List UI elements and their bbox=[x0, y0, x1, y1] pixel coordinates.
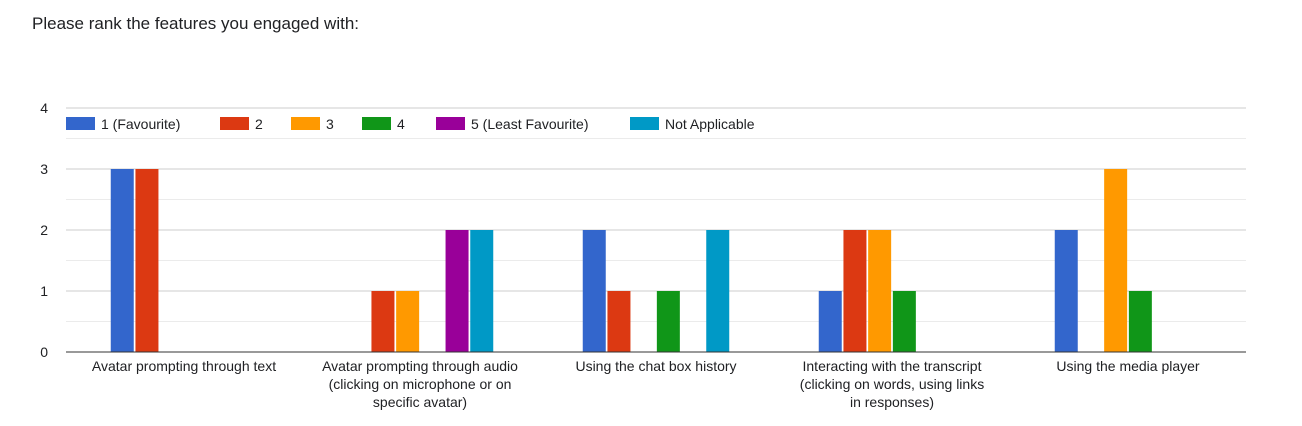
bar bbox=[470, 230, 494, 352]
bar bbox=[892, 291, 916, 352]
bar bbox=[110, 169, 134, 352]
bar bbox=[371, 291, 395, 352]
y-tick-label: 1 bbox=[40, 283, 48, 299]
chart-gridlines bbox=[66, 107, 1246, 322]
legend-swatch bbox=[436, 117, 465, 130]
x-category-label: Using the media player bbox=[1056, 358, 1200, 374]
x-category-label: in responses) bbox=[850, 394, 934, 410]
bar bbox=[1128, 291, 1152, 352]
x-category-label: Using the chat box history bbox=[575, 358, 736, 374]
y-axis-ticks: 0 1 2 3 4 bbox=[40, 100, 48, 360]
x-category-label: (clicking on microphone or on bbox=[329, 376, 512, 392]
x-category-label: specific avatar) bbox=[373, 394, 467, 410]
x-category-label: Avatar prompting through audio bbox=[322, 358, 518, 374]
x-axis-categories: Avatar prompting through text Avatar prom… bbox=[92, 358, 1200, 410]
y-tick-label: 2 bbox=[40, 222, 48, 238]
legend-label: 4 bbox=[397, 116, 405, 132]
chart-legend: 1 (Favourite) 2 3 4 5 (Least Favourite) Not A… bbox=[66, 116, 755, 132]
bar bbox=[135, 169, 159, 352]
bar bbox=[1054, 230, 1078, 352]
bar bbox=[582, 230, 606, 352]
y-tick-label: 0 bbox=[40, 344, 48, 360]
bar bbox=[445, 230, 469, 352]
y-tick-label: 3 bbox=[40, 161, 48, 177]
legend-swatch bbox=[66, 117, 95, 130]
legend-swatch bbox=[220, 117, 249, 130]
bar bbox=[706, 230, 730, 352]
bar bbox=[868, 230, 892, 352]
legend-label: 3 bbox=[326, 116, 334, 132]
x-category-label: Interacting with the transcript bbox=[803, 358, 982, 374]
bar bbox=[1104, 169, 1128, 352]
legend-label: 5 (Least Favourite) bbox=[471, 116, 589, 132]
legend-label: Not Applicable bbox=[665, 116, 755, 132]
legend-swatch bbox=[291, 117, 320, 130]
chart-bars bbox=[110, 169, 1152, 352]
x-category-label: Avatar prompting through text bbox=[92, 358, 276, 374]
bar bbox=[656, 291, 680, 352]
bar bbox=[396, 291, 420, 352]
bar bbox=[818, 291, 842, 352]
legend-swatch bbox=[362, 117, 391, 130]
x-category-label: (clicking on words, using links bbox=[800, 376, 984, 392]
y-tick-label: 4 bbox=[40, 100, 48, 116]
bar bbox=[843, 230, 867, 352]
legend-label: 2 bbox=[255, 116, 263, 132]
question-title: Please rank the features you engaged wit… bbox=[32, 14, 359, 33]
legend-label: 1 (Favourite) bbox=[101, 116, 180, 132]
bar bbox=[607, 291, 631, 352]
legend-swatch bbox=[630, 117, 659, 130]
